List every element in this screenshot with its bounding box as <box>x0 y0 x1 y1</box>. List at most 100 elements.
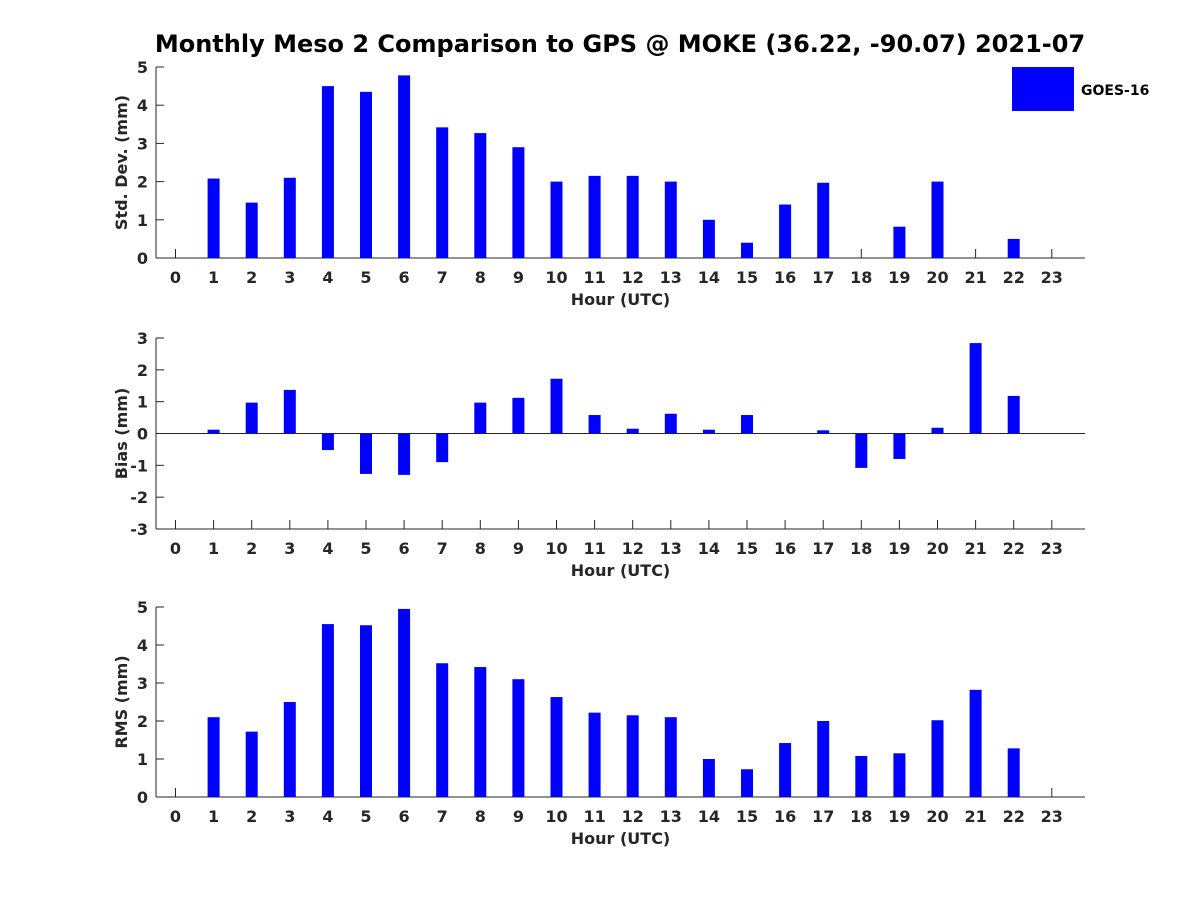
bar <box>1007 748 1020 797</box>
x-tick-label: 22 <box>1003 539 1025 558</box>
bar <box>360 433 372 474</box>
x-tick-label: 0 <box>170 539 181 558</box>
bar <box>702 759 715 797</box>
x-tick-label: 14 <box>698 539 720 558</box>
bar <box>512 679 525 797</box>
x-tick-label: 5 <box>360 807 371 826</box>
bar <box>588 415 601 434</box>
x-tick-label: 20 <box>926 807 948 826</box>
x-tick-label: 21 <box>964 807 986 826</box>
bar <box>398 608 411 797</box>
x-tick-label: 18 <box>850 807 872 826</box>
chart-title: Monthly Meso 2 Comparison to GPS @ MOKE … <box>154 30 1086 58</box>
y-axis-label: Std. Dev. (mm) <box>112 95 131 230</box>
x-tick-label: 11 <box>583 807 605 826</box>
x-tick-label: 0 <box>170 807 181 826</box>
y-tick-label: 0 <box>137 249 148 268</box>
x-tick-label: 23 <box>1041 268 1063 287</box>
x-tick-label: 6 <box>399 539 410 558</box>
x-tick-label: 13 <box>660 268 682 287</box>
x-tick-label: 3 <box>284 539 295 558</box>
y-tick-label: 0 <box>137 425 148 444</box>
bar <box>817 182 830 258</box>
x-tick-label: 9 <box>513 539 524 558</box>
x-tick-label: 10 <box>545 539 567 558</box>
bar <box>779 743 792 797</box>
bar <box>817 430 830 434</box>
bar <box>931 720 944 797</box>
y-tick-label: 5 <box>137 598 148 617</box>
y-tick-label: 3 <box>137 329 148 348</box>
x-tick-label: 17 <box>812 268 834 287</box>
x-tick-label: 12 <box>622 807 644 826</box>
x-tick-label: 8 <box>475 268 486 287</box>
x-tick-label: 10 <box>545 807 567 826</box>
bar <box>436 663 449 797</box>
x-tick-label: 8 <box>475 807 486 826</box>
y-tick-label: 1 <box>137 750 148 769</box>
y-tick-label: 5 <box>137 58 148 77</box>
x-tick-label: 3 <box>284 807 295 826</box>
y-tick-label: 2 <box>137 361 148 380</box>
bar <box>931 181 944 258</box>
x-tick-label: 3 <box>284 268 295 287</box>
x-tick-label: 19 <box>888 268 910 287</box>
bar <box>626 428 639 434</box>
y-tick-label: 0 <box>137 788 148 807</box>
bar <box>741 415 753 434</box>
x-tick-label: 16 <box>774 268 796 287</box>
x-tick-label: 1 <box>208 807 219 826</box>
bar <box>588 712 601 797</box>
x-tick-label: 13 <box>660 539 682 558</box>
x-tick-label: 21 <box>964 539 986 558</box>
x-tick-label: 0 <box>170 268 181 287</box>
bar <box>664 413 677 434</box>
bar <box>283 389 296 434</box>
bar <box>664 181 677 258</box>
x-tick-label: 1 <box>208 539 219 558</box>
x-tick-label: 11 <box>583 539 605 558</box>
x-tick-label: 10 <box>545 268 567 287</box>
x-tick-label: 22 <box>1003 268 1025 287</box>
y-tick-label: -3 <box>130 520 148 539</box>
y-tick-label: 2 <box>137 173 148 192</box>
x-tick-label: 18 <box>850 539 872 558</box>
x-tick-label: 23 <box>1041 807 1063 826</box>
bar <box>626 715 639 797</box>
bar <box>360 91 372 258</box>
x-axis-label: Hour (UTC) <box>571 561 671 580</box>
y-axis-label: Bias (mm) <box>112 388 131 480</box>
x-tick-label: 11 <box>583 268 605 287</box>
x-tick-label: 16 <box>774 539 796 558</box>
bar <box>702 219 715 258</box>
x-tick-label: 7 <box>437 539 448 558</box>
bar <box>702 429 715 434</box>
bar <box>245 402 258 434</box>
y-axis-label: RMS (mm) <box>112 655 131 748</box>
bar <box>512 397 525 434</box>
x-tick-label: 8 <box>475 539 486 558</box>
bar <box>321 86 334 258</box>
bar <box>245 731 258 797</box>
x-tick-label: 15 <box>736 807 758 826</box>
bar <box>207 717 220 797</box>
y-tick-label: -1 <box>130 456 148 475</box>
bar <box>550 181 563 258</box>
bar <box>1007 238 1020 258</box>
x-tick-label: 2 <box>246 539 257 558</box>
x-tick-label: 16 <box>774 807 796 826</box>
x-tick-label: 17 <box>812 539 834 558</box>
bar <box>817 721 830 797</box>
y-tick-label: 4 <box>137 636 148 655</box>
bar <box>512 147 525 258</box>
x-tick-label: 7 <box>437 268 448 287</box>
x-tick-label: 23 <box>1041 539 1063 558</box>
x-tick-label: 5 <box>360 268 371 287</box>
bar <box>474 402 487 434</box>
bar <box>436 127 449 258</box>
bar <box>283 702 296 797</box>
y-tick-label: 4 <box>137 96 148 115</box>
bar <box>855 755 868 797</box>
x-tick-label: 20 <box>926 539 948 558</box>
